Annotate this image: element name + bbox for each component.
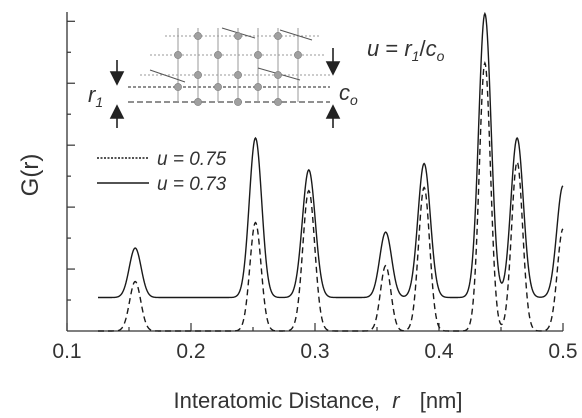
r1-annotation: r1	[88, 82, 103, 110]
x-axis-label-unit: [nm]	[420, 388, 463, 413]
series-layer	[98, 11, 564, 332]
x-axis-label-var: r	[392, 388, 401, 413]
x-axis-label: Interatomic Distance, r [nm]	[173, 388, 462, 413]
legend: u = 0.75 u = 0.73	[97, 149, 227, 195]
co-annotation: co	[339, 80, 358, 108]
x-axis-label-text: Interatomic Distance,	[173, 388, 380, 413]
legend-label-u075: u = 0.75	[157, 149, 227, 170]
legend-label-u073: u = 0.73	[157, 174, 227, 195]
y-ticks	[67, 20, 75, 301]
x-tick-labels: 0.1 0.2 0.3 0.4 0.5	[52, 340, 577, 363]
x-tick-label: 0.5	[548, 340, 577, 363]
ratio-formula: u = r1/co	[367, 36, 445, 64]
x-tick-label: 0.1	[52, 340, 81, 363]
x-tick-label: 0.3	[300, 340, 329, 363]
series-u075-line	[98, 61, 564, 332]
x-tick-label: 0.4	[424, 340, 454, 363]
lattice-inset	[128, 27, 330, 106]
x-tick-label: 0.2	[176, 340, 205, 363]
y-axis-label: G(r)	[17, 154, 44, 197]
x-ticks	[66, 323, 564, 331]
dimension-arrows	[109, 48, 341, 128]
series-u073-line	[98, 11, 564, 299]
